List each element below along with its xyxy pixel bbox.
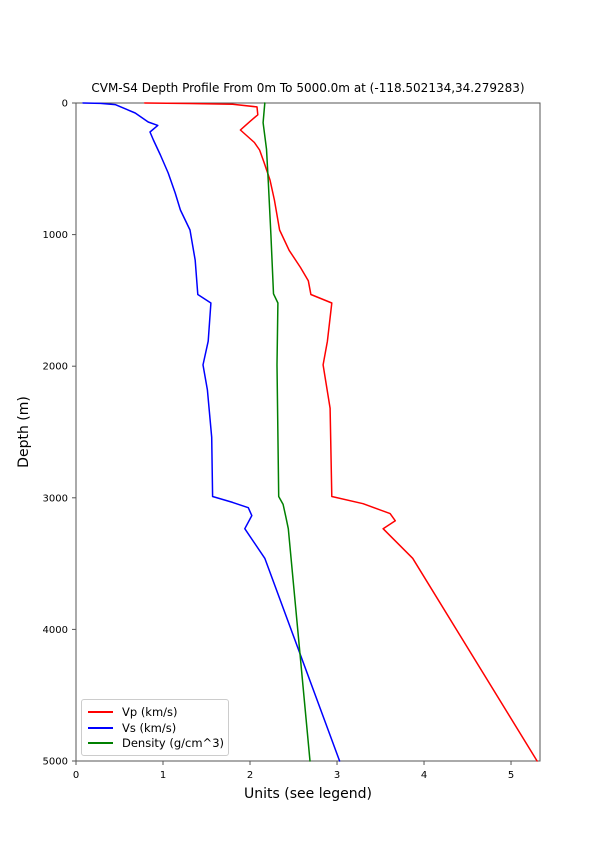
legend: Vp (km/s) Vs (km/s) Density (g/cm^3) [81,699,229,756]
legend-label-vp: Vp (km/s) [122,704,178,719]
legend-item-density: Density (g/cm^3) [88,735,225,751]
x-tick-label: 3 [334,770,340,781]
series-line-0 [143,102,538,762]
y-tick-label: 1000 [43,230,68,241]
x-tick-label: 0 [73,770,79,781]
x-tick-label: 2 [247,770,253,781]
axes-frame [75,102,541,762]
density-line-sample-icon [88,742,113,745]
x-tick-label: 1 [160,770,166,781]
y-tick-label: 2000 [43,362,68,373]
y-tick-label: 3000 [43,493,68,504]
x-axis-label: Units (see legend) [244,786,372,802]
legend-item-vs: Vs (km/s) [88,720,222,736]
legend-item-vp: Vp (km/s) [88,704,222,720]
vs-line-sample-icon [88,726,113,729]
x-tick-label: 5 [508,770,514,781]
series-line-2 [262,102,311,762]
y-tick-label: 4000 [43,625,68,636]
legend-label-vs: Vs (km/s) [122,720,177,735]
series-line-1 [82,102,341,762]
vp-line-sample-icon [88,710,113,713]
chart-title: CVM-S4 Depth Profile From 0m To 5000.0m … [91,81,525,95]
y-tick-label: 5000 [43,757,68,768]
x-tick-label: 4 [421,770,427,781]
y-axis-label: Depth (m) [16,396,32,468]
y-tick-label: 0 [62,99,68,110]
legend-label-density: Density (g/cm^3) [122,736,225,751]
